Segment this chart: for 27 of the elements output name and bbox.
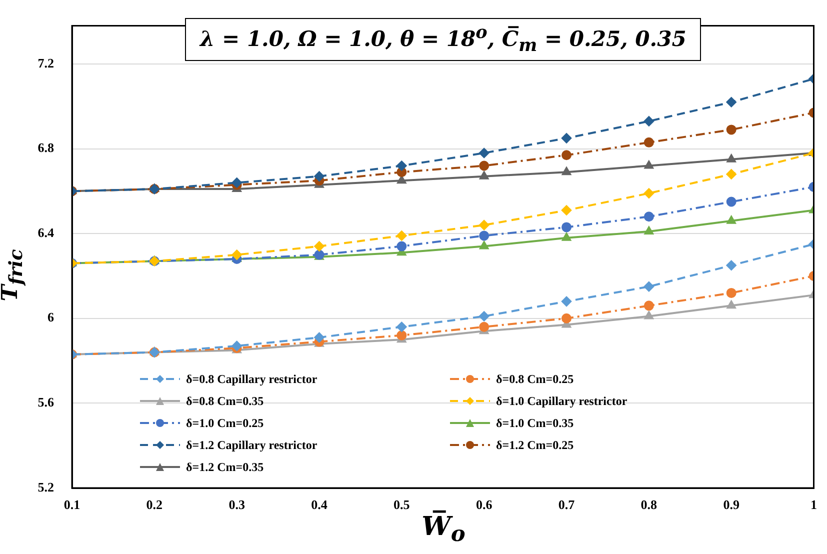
- x-tick-label: 0.5: [394, 497, 410, 512]
- x-tick-label: 0.1: [64, 497, 80, 512]
- chart-title: λ = 1.0, Ω = 1.0, θ = 18$^{o}$, C̅$_{m}$ = 0.25, 0.35: [185, 18, 702, 62]
- x-tick-label: 0.3: [228, 497, 246, 512]
- legend-label: δ=0.8 Capillary restrictor: [186, 372, 318, 386]
- legend-label: δ=1.0 Cm=0.35: [496, 416, 574, 430]
- x-tick-label: 0.6: [476, 497, 493, 512]
- legend-label: δ=1.2 Cm=0.25: [496, 438, 574, 452]
- y-tick-label: 5.2: [38, 479, 54, 494]
- legend-label: δ=0.8 Cm=0.25: [496, 372, 574, 386]
- y-tick-label: 5.6: [38, 394, 54, 410]
- legend-label: δ=0.8 Cm=0.35: [186, 394, 264, 408]
- legend-label: δ=1.0 Capillary restrictor: [496, 394, 628, 408]
- legend-label: δ=1.0 Cm=0.25: [186, 416, 264, 430]
- y-tick-label: 6.4: [38, 224, 54, 240]
- x-tick-label: 0.4: [311, 497, 328, 512]
- x-tick-label: 0.2: [146, 497, 163, 512]
- x-tick-label: 0.7: [558, 497, 576, 512]
- x-axis-title: W̅$_{o}$: [420, 512, 466, 548]
- legend-label: δ=1.2 Capillary restrictor: [186, 438, 318, 452]
- y-tick-label: 6.8: [38, 140, 54, 156]
- y-tick-label: 7.2: [38, 55, 54, 70]
- x-tick-label: 0.9: [723, 497, 740, 512]
- x-tick-label: 0.8: [640, 497, 658, 512]
- x-tick-label: 1: [810, 497, 817, 512]
- y-tick-label: 6: [48, 310, 54, 325]
- legend-label: δ=1.2 Cm=0.35: [186, 460, 264, 474]
